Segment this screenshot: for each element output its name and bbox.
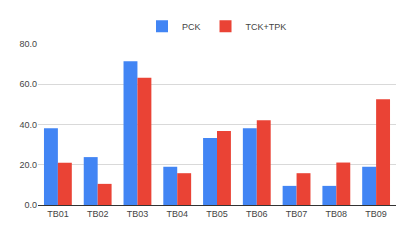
svg-text:0.0: 0.0 [24,200,37,210]
svg-text:PCK: PCK [182,22,201,32]
svg-text:80.0: 80.0 [19,39,37,49]
svg-text:TB05: TB05 [206,209,228,219]
svg-text:TCK+TPK: TCK+TPK [246,22,287,32]
svg-text:TB01: TB01 [47,209,69,219]
svg-text:TB08: TB08 [326,209,348,219]
svg-text:TB09: TB09 [365,209,387,219]
svg-text:TB07: TB07 [286,209,308,219]
svg-text:20.0: 20.0 [19,160,37,170]
svg-text:TB04: TB04 [166,209,188,219]
svg-text:TB02: TB02 [87,209,109,219]
svg-text:40.0: 40.0 [19,120,37,130]
svg-text:60.0: 60.0 [19,79,37,89]
svg-text:TB03: TB03 [127,209,149,219]
svg-text:TB06: TB06 [246,209,268,219]
